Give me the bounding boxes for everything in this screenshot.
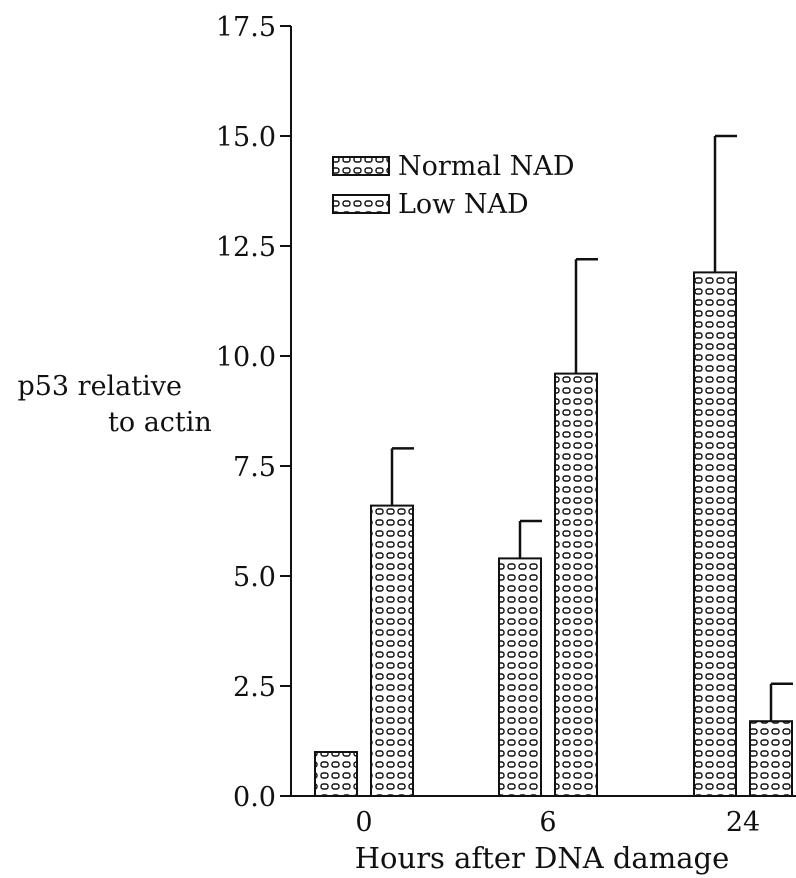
bar-low-nad-6 <box>554 372 598 797</box>
legend-label-normal-nad: Normal NAD <box>398 151 574 182</box>
y-tick-label: 17.5 <box>216 12 276 43</box>
y-tick-label: 10.0 <box>216 342 276 373</box>
y-tick-label: 0.0 <box>233 782 276 813</box>
y-tick-label: 7.5 <box>233 452 276 483</box>
y-tick-label: 2.5 <box>233 672 276 703</box>
legend: Normal NAD Low NAD <box>332 151 574 220</box>
bar-low-nad-0 <box>370 504 414 797</box>
legend-label-low-nad: Low NAD <box>398 189 529 220</box>
x-tick-label: 6 <box>539 807 556 838</box>
bar-normal-nad-24 <box>693 271 737 797</box>
legend-swatch-normal-nad <box>332 156 390 176</box>
y-tick-label: 12.5 <box>216 232 276 263</box>
x-tick-label: 0 <box>355 807 372 838</box>
x-axis-label: Hours after DNA damage <box>355 841 729 875</box>
bars-group <box>314 271 793 798</box>
bar-normal-nad-6 <box>498 557 542 798</box>
y-axis-label-line-1: p53 relative <box>17 371 182 402</box>
error-bars-group <box>390 134 793 722</box>
tick-labels-group: 0.0 2.5 5.0 7.5 10.0 12.5 15.0 17.5 0 6 24 <box>216 12 760 838</box>
bar-normal-nad-0 <box>314 751 358 797</box>
legend-swatch-low-nad <box>332 194 390 214</box>
y-axis-label-line-2: to actin <box>108 407 212 438</box>
x-tick-label: 24 <box>726 807 760 838</box>
y-tick-label: 15.0 <box>216 122 276 153</box>
y-tick-label: 5.0 <box>233 562 276 593</box>
bar-low-nad-24 <box>749 720 793 798</box>
